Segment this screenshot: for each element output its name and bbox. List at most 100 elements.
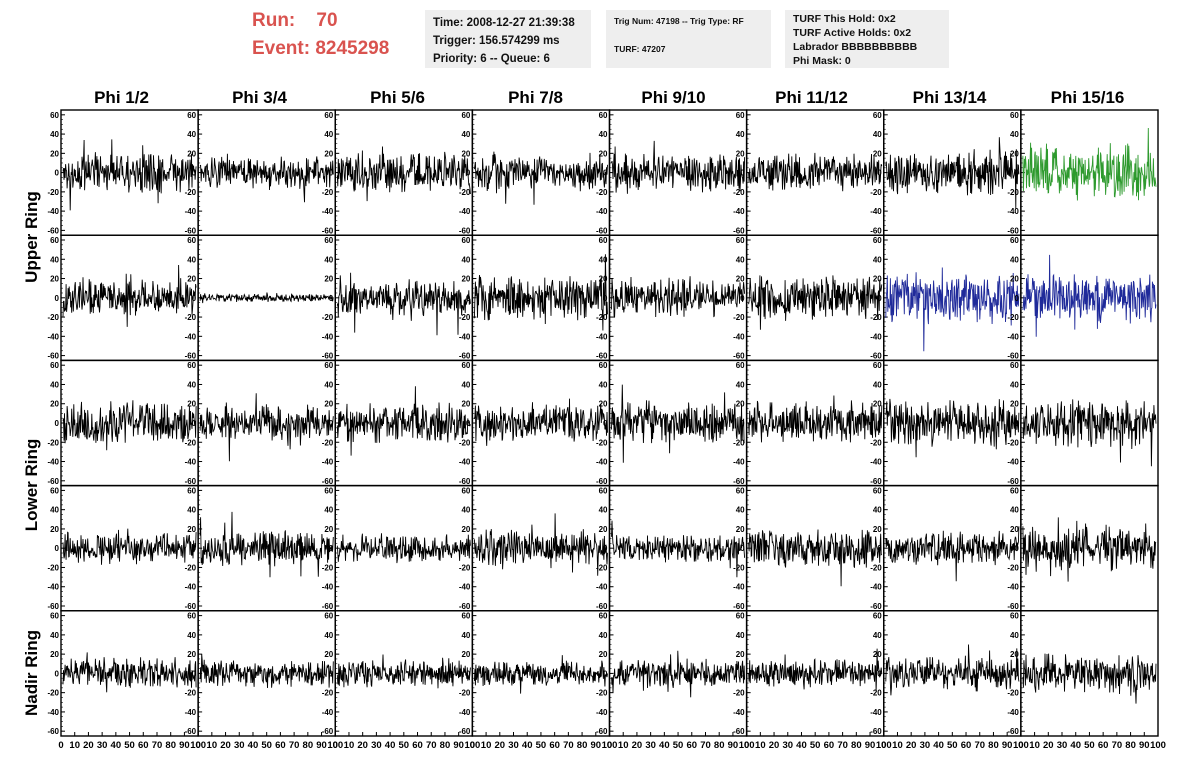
waveform-trace	[611, 384, 745, 463]
x-tick-label: 40	[659, 740, 670, 751]
y-tick-label: -60	[47, 727, 59, 736]
y-tick-label: -60	[596, 352, 608, 361]
x-tick-label: 40	[522, 740, 533, 751]
y-tick-label: -20	[322, 689, 334, 698]
y-tick-label: 20	[461, 149, 470, 158]
y-tick-label: -20	[459, 689, 471, 698]
y-tick-label: -40	[322, 458, 334, 467]
turf-active-holds-text: TURF Active Holds: 0x2	[793, 27, 912, 39]
waveform-trace	[199, 292, 334, 304]
y-tick-label: -20	[322, 563, 334, 572]
x-tick-label: 20	[1043, 740, 1054, 751]
x-tick-label: 90	[1139, 740, 1150, 751]
waveform-trace	[199, 511, 334, 578]
y-tick-label: 0	[192, 294, 197, 303]
y-tick-label: -60	[185, 477, 197, 486]
x-tick-label: 10	[344, 740, 355, 751]
x-tick-label: 70	[837, 740, 848, 751]
x-tick-label: 70	[563, 740, 574, 751]
x-tick-label: 0	[881, 740, 886, 751]
y-tick-label: 0	[1014, 669, 1019, 678]
waveform-trace	[336, 386, 471, 456]
x-tick-label: 100	[739, 740, 755, 751]
y-tick-label: 20	[461, 650, 470, 659]
y-tick-label: -20	[47, 438, 59, 447]
waveform-trace	[199, 153, 334, 203]
x-tick-label: 70	[700, 740, 711, 751]
y-tick-label: -40	[322, 207, 334, 216]
y-tick-label: 20	[324, 149, 333, 158]
y-tick-label: 40	[599, 631, 608, 640]
x-tick-label: 90	[728, 740, 739, 751]
y-tick-label: 40	[50, 380, 59, 389]
y-tick-label: 40	[461, 130, 470, 139]
x-tick-label: 40	[796, 740, 807, 751]
y-tick-label: -60	[870, 727, 882, 736]
y-tick-label: -40	[733, 332, 745, 341]
y-tick-label: 0	[192, 419, 197, 428]
x-tick-label: 20	[357, 740, 368, 751]
y-tick-label: -40	[596, 207, 608, 216]
phi-label-2: Phi 3/4	[232, 88, 287, 107]
y-tick-label: -60	[185, 602, 197, 611]
y-tick-label: 20	[599, 275, 608, 284]
x-tick-label: 40	[111, 740, 122, 751]
y-tick-label: 60	[324, 486, 333, 495]
y-tick-label: -40	[47, 207, 59, 216]
x-tick-label: 40	[385, 740, 396, 751]
y-tick-label: 20	[324, 400, 333, 409]
y-tick-label: 20	[1010, 275, 1019, 284]
y-tick-label: -20	[322, 438, 334, 447]
x-tick-label: 30	[1057, 740, 1068, 751]
y-tick-label: 20	[599, 650, 608, 659]
x-tick-label: 50	[673, 740, 684, 751]
y-tick-label: -60	[1007, 226, 1019, 235]
x-tick-label: 50	[947, 740, 958, 751]
y-tick-label: -40	[47, 332, 59, 341]
y-tick-label: -40	[733, 708, 745, 717]
priority-text: Priority: 6 -- Queue: 6	[433, 53, 550, 65]
y-tick-label: 20	[187, 525, 196, 534]
y-tick-label: 40	[187, 506, 196, 515]
waveform-trace	[336, 272, 471, 336]
y-tick-label: -60	[596, 602, 608, 611]
y-tick-label: 60	[50, 486, 59, 495]
x-tick-label: 10	[892, 740, 903, 751]
x-tick-label: 20	[906, 740, 917, 751]
y-tick-label: -40	[459, 583, 471, 592]
y-tick-label: 20	[324, 525, 333, 534]
y-tick-label: 20	[187, 650, 196, 659]
x-tick-label: 80	[303, 740, 314, 751]
x-tick-label: 80	[988, 740, 999, 751]
y-tick-label: 0	[1014, 169, 1019, 178]
y-tick-label: 20	[50, 525, 59, 534]
y-tick-label: -20	[596, 188, 608, 197]
y-tick-label: 40	[873, 631, 882, 640]
y-tick-label: 20	[187, 400, 196, 409]
x-tick-label: 20	[495, 740, 506, 751]
y-tick-label: 60	[324, 236, 333, 245]
y-tick-label: -40	[733, 458, 745, 467]
y-tick-label: 40	[873, 380, 882, 389]
y-tick-label: -40	[459, 708, 471, 717]
y-tick-label: 0	[1014, 294, 1019, 303]
waveform-trace	[885, 526, 1020, 582]
y-tick-label: 0	[740, 419, 745, 428]
y-tick-label: -20	[596, 313, 608, 322]
y-tick-label: 40	[324, 631, 333, 640]
x-tick-label: 60	[686, 740, 697, 751]
waveform-trace	[199, 393, 334, 462]
y-tick-label: 20	[187, 275, 196, 284]
y-tick-label: -60	[733, 477, 745, 486]
y-tick-label: -20	[733, 563, 745, 572]
y-tick-label: 20	[50, 400, 59, 409]
x-tick-label: 10	[618, 740, 629, 751]
y-tick-label: -40	[1007, 708, 1019, 717]
y-tick-label: 0	[877, 294, 882, 303]
waveform-trace	[62, 400, 197, 451]
y-tick-label: 60	[736, 111, 745, 120]
waveform-trace	[611, 276, 746, 318]
y-tick-label: 0	[329, 544, 334, 553]
y-tick-label: 40	[324, 506, 333, 515]
